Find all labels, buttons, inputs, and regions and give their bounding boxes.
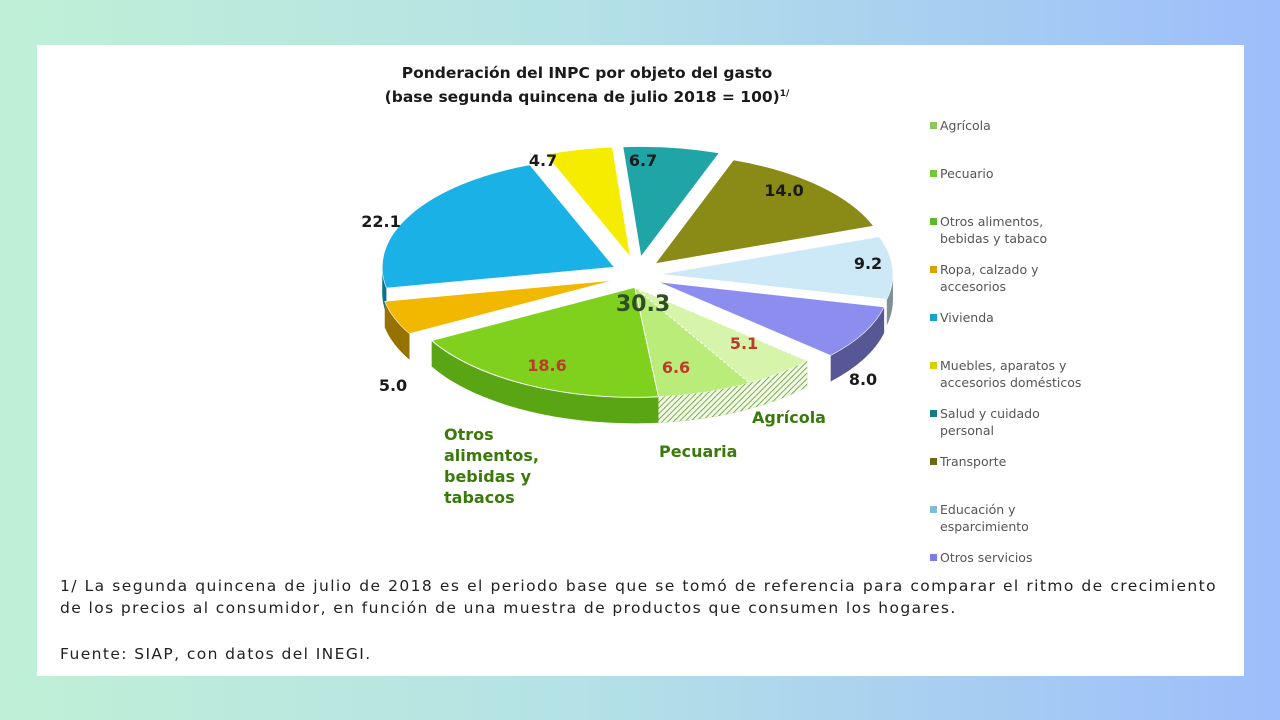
- legend-swatch-educacion-y-esparcimiento: [930, 506, 937, 513]
- callout-agricola: Agrícola: [752, 408, 826, 427]
- value-label-6-6: 6.6: [662, 358, 690, 377]
- value-label-4-7: 4.7: [529, 151, 557, 170]
- chart-subtitle-text: (base segunda quincena de julio 2018 = 1…: [384, 88, 780, 107]
- pie-slice-ropa-calzado-y-accesorios: [384, 280, 613, 335]
- pie-slice-transporte: [654, 159, 875, 265]
- legend-text-agricola-1: Agrícola: [930, 117, 1130, 134]
- legend-text-muebles-aparatos-y-accesorios-domesticos-1: Muebles, aparatos y: [930, 357, 1130, 374]
- legend-text-muebles-aparatos-y-accesorios-domesticos-2: accesorios domésticos: [940, 375, 1082, 390]
- callout-otros-line-2: alimentos,: [444, 446, 539, 465]
- pie-slice-salud-y-cuidado-personal: [622, 146, 720, 258]
- legend-item-agricola: Agrícola: [930, 117, 1130, 134]
- value-label-8-0: 8.0: [849, 370, 877, 389]
- source-note: Fuente: SIAP, con datos del INEGI.: [60, 645, 372, 663]
- callout-otros-line-1: Otros: [444, 425, 494, 444]
- legend-swatch-ropa-calzado-y-accesorios: [930, 266, 937, 273]
- legend-swatch-salud-y-cuidado-personal: [930, 410, 937, 417]
- legend-text-salud-y-cuidado-personal-2: personal: [940, 423, 994, 438]
- pie-subslice-otros-alimentos-bebidas-y-tabacos: [430, 286, 660, 398]
- legend-text-salud-y-cuidado-personal-1: Salud y cuidado: [930, 405, 1130, 422]
- legend-swatch-otros-servicios: [930, 554, 937, 561]
- pie-slice-muebles-aparatos-y-accesorios-domesticos: [545, 146, 631, 258]
- pie-chart: 30.3 5.0 22.1 4.7 6.7 14.0 9.2 8.0 18.6 6.6 5.1 Otr…: [361, 146, 894, 507]
- value-label-18-6: 18.6: [527, 356, 566, 375]
- footnote: 1/ La segunda quincena de julio de 2018 …: [60, 577, 1217, 617]
- legend-text-educacion-y-esparcimiento-2: esparcimiento: [940, 519, 1029, 534]
- legend-item-muebles-aparatos-y-accesorios-domesticos: Muebles, aparatos y accesorios domésticos: [930, 357, 1130, 391]
- pie-side-ropa-calzado-y-accesorios: [384, 301, 410, 360]
- legend-item-vivienda: Vivienda: [930, 309, 1130, 326]
- legend-swatch-transporte: [930, 458, 937, 465]
- legend-text-educacion-y-esparcimiento-1: Educación y: [930, 501, 1130, 518]
- pie-slice-educacion-y-esparcimiento: [660, 236, 894, 300]
- chart-subtitle: (base segunda quincena de julio 2018 = 1…: [37, 84, 1137, 108]
- legend-swatch-vivienda: [930, 314, 937, 321]
- legend-item-otros-alimentos-bebidas-y-tabaco: Otros alimentos, bebidas y tabaco: [930, 213, 1130, 247]
- legend-text-pecuario-1: Pecuario: [930, 165, 1130, 182]
- pie-subside-agricola: [749, 360, 808, 409]
- value-label-5-0: 5.0: [379, 376, 407, 395]
- value-label-5-1: 5.1: [730, 334, 758, 353]
- value-label-9-2: 9.2: [854, 254, 882, 273]
- legend-swatch-agricola: [930, 122, 937, 129]
- value-label-22-1: 22.1: [361, 212, 400, 231]
- legend-text-ropa-calzado-y-accesorios-2: accesorios: [940, 279, 1007, 294]
- legend-item-otros-servicios: Otros servicios: [930, 549, 1130, 566]
- legend-item-pecuario: Pecuario: [930, 165, 1130, 182]
- legend-item-transporte: Transporte: [930, 453, 1130, 470]
- value-label-30-3: 30.3: [616, 292, 670, 317]
- legend-item-ropa-calzado-y-accesorios: Ropa, calzado y accesorios: [930, 261, 1130, 295]
- pie-slice-vivienda: [381, 164, 615, 289]
- callout-otros-line-4: tabacos: [444, 488, 515, 507]
- legend-swatch-muebles-aparatos-y-accesorios-domesticos: [930, 362, 937, 369]
- legend-swatch-otros-alimentos-bebidas-y-tabaco: [930, 218, 937, 225]
- chart-title: Ponderación del INPC por objeto del gast…: [37, 63, 1137, 108]
- subtitle-note-marker: 1/: [779, 89, 790, 99]
- pie-subside-pecuaria: [658, 382, 750, 423]
- legend-text-otros-servicios-1: Otros servicios: [930, 549, 1130, 566]
- legend-text-otros-alimentos-bebidas-y-tabaco-2: bebidas y tabaco: [940, 231, 1048, 246]
- legend-text-otros-alimentos-bebidas-y-tabaco-1: Otros alimentos,: [930, 213, 1130, 230]
- legend-text-transporte-1: Transporte: [930, 453, 1130, 470]
- callout-otros-line-3: bebidas y: [444, 467, 532, 486]
- value-label-14-0: 14.0: [764, 181, 803, 200]
- chart-title-line1: Ponderación del INPC por objeto del gast…: [401, 64, 773, 82]
- pie-slice-otros-servicios: [658, 281, 885, 356]
- legend-text-vivienda-1: Vivienda: [930, 309, 1130, 326]
- pie-side-otros-servicios: [830, 307, 885, 382]
- legend-item-salud-y-cuidado-personal: Salud y cuidado personal: [930, 405, 1130, 439]
- legend-item-educacion-y-esparcimiento: Educación y esparcimiento: [930, 501, 1130, 535]
- chart-card: Ponderación del INPC por objeto del gast…: [37, 45, 1244, 676]
- callout-pecuaria: Pecuaria: [659, 442, 737, 461]
- legend-swatch-pecuario: [930, 170, 937, 177]
- legend-text-ropa-calzado-y-accesorios-1: Ropa, calzado y: [930, 261, 1130, 278]
- value-label-6-7: 6.7: [629, 151, 657, 170]
